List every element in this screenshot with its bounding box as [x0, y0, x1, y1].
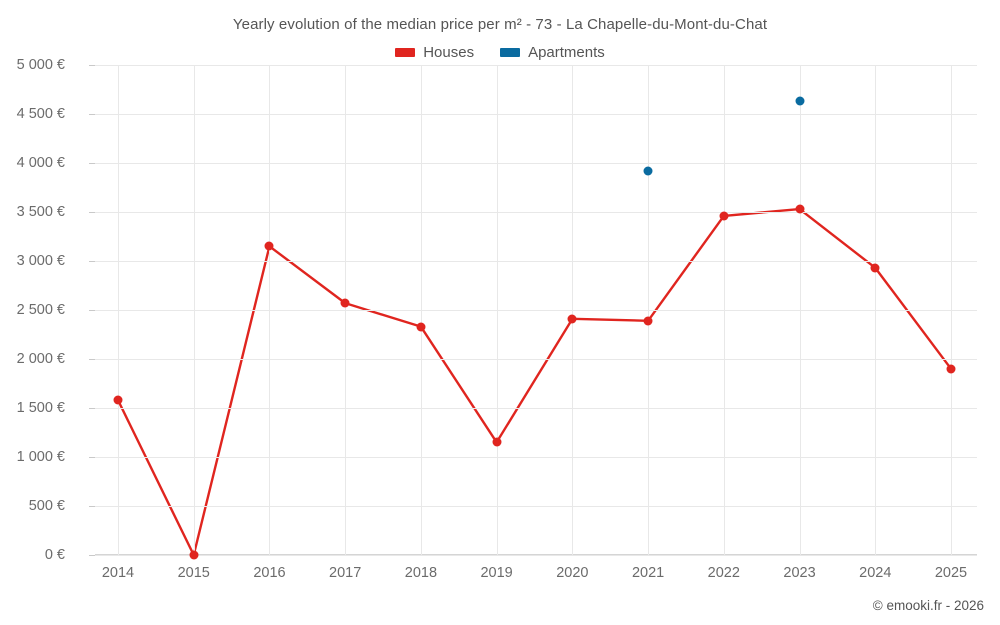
y-axis-label: 3 000 € — [16, 253, 65, 269]
data-point-houses-2021[interactable] — [643, 316, 653, 326]
y-axis-tick — [89, 359, 95, 360]
y-axis-tick — [89, 114, 95, 115]
y-axis-label: 500 € — [28, 498, 65, 514]
data-point-houses-2019[interactable] — [492, 437, 502, 447]
y-axis-label: 4 500 € — [16, 106, 65, 122]
x-axis-label: 2020 — [556, 565, 589, 581]
x-axis-label: 2022 — [707, 565, 740, 581]
gridline-horizontal — [95, 212, 977, 213]
gridline-vertical — [951, 65, 952, 555]
y-axis-label: 1 000 € — [16, 449, 65, 465]
data-point-apartments-2021[interactable] — [643, 166, 653, 176]
y-axis-tick — [89, 506, 95, 507]
x-axis-label: 2025 — [934, 565, 968, 581]
data-point-houses-2018[interactable] — [416, 322, 426, 332]
y-axis-tick — [89, 457, 95, 458]
x-axis-label: 2023 — [783, 565, 816, 581]
gridline-horizontal — [95, 359, 977, 360]
x-axis-label: 2016 — [253, 565, 286, 581]
legend-label-apartments: Apartments — [528, 44, 605, 61]
data-point-houses-2025[interactable] — [946, 364, 956, 374]
legend-label-houses: Houses — [423, 44, 475, 61]
plot-area: 0 € 500 € 1 000 € 1 500 € 2 000 € 2 500 € 3 00… — [17, 57, 977, 581]
x-axis-label: 2021 — [631, 565, 665, 581]
legend-swatch-houses — [395, 48, 416, 57]
gridline-vertical — [875, 65, 877, 555]
y-axis-label: 5 000 € — [16, 57, 65, 73]
data-point-houses-2016[interactable] — [264, 241, 274, 251]
gridline-vertical — [193, 65, 195, 555]
y-axis-tick — [89, 310, 95, 311]
data-point-houses-2015[interactable] — [189, 550, 199, 560]
gridline-vertical — [269, 65, 271, 555]
data-point-houses-2014[interactable] — [113, 395, 123, 405]
legend-swatch-apartments — [500, 48, 521, 57]
data-point-houses-2024[interactable] — [870, 263, 880, 273]
x-axis-line — [95, 554, 977, 555]
y-axis-label: 2 000 € — [16, 351, 65, 367]
y-axis-label: 3 500 € — [16, 204, 65, 220]
gridline-horizontal — [95, 261, 977, 262]
y-axis-label: 0 € — [44, 547, 65, 563]
data-point-apartments-2023[interactable] — [795, 96, 805, 106]
gridline-horizontal — [95, 114, 977, 115]
series-lines — [116, 207, 953, 557]
y-axis-tick — [89, 261, 95, 262]
gridline-horizontal — [95, 310, 977, 311]
data-point-houses-2023[interactable] — [795, 204, 805, 214]
y-axis-label: 1 500 € — [16, 400, 65, 416]
y-axis-tick — [89, 555, 95, 556]
y-axis-tick — [89, 65, 95, 66]
data-point-houses-2020[interactable] — [567, 314, 577, 324]
gridline-horizontal — [95, 163, 977, 164]
x-axis-label: 2014 — [101, 565, 135, 581]
x-axis-label: 2017 — [329, 565, 362, 581]
gridline-horizontal — [95, 408, 977, 409]
x-axis-label: 2019 — [480, 565, 513, 581]
gridline-horizontal — [95, 555, 977, 556]
legend-item-apartments[interactable]: Apartments — [500, 44, 605, 61]
chart-legend: Houses Apartments — [0, 44, 1000, 61]
gridline-vertical — [572, 65, 574, 555]
legend-item-houses[interactable]: Houses — [395, 44, 474, 61]
y-axis-tick — [89, 163, 95, 164]
gridline-horizontal — [95, 457, 977, 458]
x-axis-label: 2024 — [859, 565, 892, 581]
gridline-horizontal — [95, 65, 977, 66]
gridline-vertical — [496, 65, 498, 555]
credit-label: © emooki.fr - 2026 — [872, 598, 984, 613]
gridline-vertical — [345, 65, 347, 555]
gridline-vertical — [420, 65, 422, 555]
y-axis-label: 2 500 € — [16, 302, 65, 318]
y-axis-tick — [89, 212, 95, 213]
gridline-vertical — [723, 65, 725, 555]
data-point-houses-2017[interactable] — [340, 298, 350, 308]
chart-title: Yearly evolution of the median price per… — [232, 16, 768, 33]
x-axis-label: 2018 — [404, 565, 438, 581]
data-point-houses-2022[interactable] — [719, 211, 729, 221]
y-axis-label: 4 000 € — [16, 155, 65, 171]
series-line-houses — [116, 207, 953, 557]
x-axis-label: 2015 — [177, 565, 210, 581]
gridline-horizontal — [95, 506, 977, 507]
y-axis-tick — [89, 408, 95, 409]
gridline-vertical — [799, 65, 801, 555]
gridline-vertical — [648, 65, 650, 555]
gridline-vertical — [118, 65, 119, 555]
